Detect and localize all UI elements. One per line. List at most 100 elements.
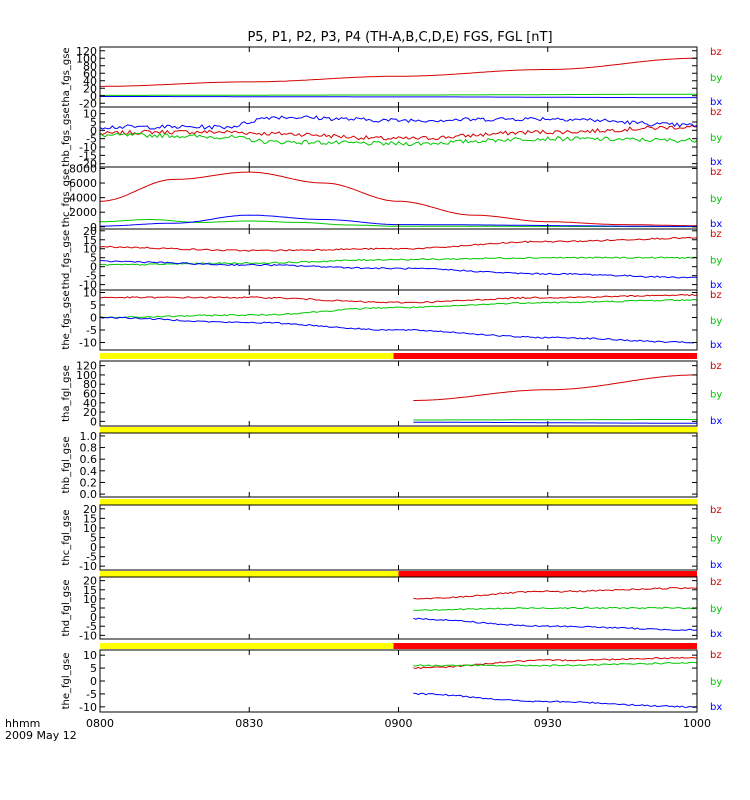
legend-by: by: [710, 194, 722, 205]
series-line-by: [100, 93, 697, 96]
x-tick-label: 0900: [385, 717, 413, 730]
y-tick-label: 5: [90, 532, 97, 545]
y-tick-label: 20: [83, 225, 97, 238]
y-tick-label: 80: [83, 378, 97, 391]
y-tick-label: -5: [86, 133, 97, 146]
y-tick-label: 15: [83, 234, 97, 247]
x-tick-label: 0800: [86, 717, 114, 730]
legend-bz: bz: [710, 167, 722, 178]
legend-by: by: [710, 316, 722, 327]
x-axis: 0800 0830 0900 0930 1000: [86, 717, 711, 730]
y-tick-label: 60: [83, 67, 97, 80]
y-tick-label: 0: [90, 611, 97, 624]
legend-bz: bz: [710, 107, 722, 118]
y-axis-label: thd_fgs_gse: [61, 230, 72, 289]
y-tick-label: 15: [83, 584, 97, 597]
y-tick-label: -20: [79, 97, 97, 110]
y-tick-label: 8000: [69, 162, 97, 175]
y-tick-label: 80: [83, 60, 97, 73]
y-tick-label: 10: [83, 108, 97, 121]
y-tick-label: -20: [79, 158, 97, 171]
legend-bz: bz: [710, 650, 722, 661]
y-tick-label: 100: [76, 52, 97, 65]
y-tick-label: 0: [90, 415, 97, 428]
y-tick-label: 0: [90, 221, 97, 234]
x-tick-label: 0830: [235, 717, 263, 730]
y-axis-label: thb_fgl_gse: [61, 437, 72, 494]
legend-by: by: [710, 133, 722, 144]
status-bar-yellow: [100, 427, 697, 433]
y-tick-label: 15: [83, 512, 97, 525]
panel-frame: [99, 166, 698, 230]
series-line-bx: [100, 96, 697, 99]
series-line-bx: [100, 316, 697, 344]
legend-by: by: [710, 534, 722, 545]
series-line-bx: [413, 692, 697, 709]
series-line-bz: [100, 293, 697, 304]
panel-series: [413, 374, 697, 424]
series-line-bx: [100, 260, 697, 279]
status-bar-yellow: [100, 643, 394, 649]
y-tick-label: 100: [76, 369, 97, 382]
legend-bz: bz: [710, 505, 722, 516]
legend-bx: bx: [710, 702, 722, 713]
y-tick-label: -5: [86, 620, 97, 633]
legend-bz: bz: [710, 577, 722, 588]
y-tick-label: 5: [90, 252, 97, 265]
legend-bx: bx: [710, 280, 722, 291]
y-tick-label: 40: [83, 75, 97, 88]
y-tick-label: 120: [76, 360, 97, 373]
y-tick-label: 5: [90, 299, 97, 312]
series-line-bx: [413, 421, 697, 424]
legend-bx: bx: [710, 416, 722, 427]
panel-frame: [99, 360, 698, 427]
y-tick-label: 0.8: [80, 442, 98, 455]
y-tick-label: 2000: [69, 206, 97, 219]
series-line-bz: [413, 587, 697, 600]
footer-hhmm: hhmm: [5, 717, 40, 730]
legend-bz: bz: [710, 47, 722, 58]
y-tick-label: 0: [90, 312, 97, 325]
panel-series: [413, 656, 697, 709]
status-bar-red: [393, 353, 697, 359]
y-tick-label: 60: [83, 388, 97, 401]
y-axis-label: the_fgs_gse: [61, 290, 72, 349]
status-bar-red: [393, 643, 697, 649]
y-tick-label: 0: [90, 541, 97, 554]
y-tick-label: 5: [90, 602, 97, 615]
series-line-bz: [100, 236, 697, 252]
status-bar-yellow: [100, 571, 399, 577]
y-tick-label: 4000: [69, 192, 97, 205]
series-line-by: [100, 298, 697, 319]
y-tick-label: 20: [83, 406, 97, 419]
panel-series: [100, 293, 697, 344]
legend-bx: bx: [710, 629, 722, 640]
panel-series: [100, 57, 697, 99]
panel-series: [100, 236, 697, 279]
series-line-by: [100, 132, 697, 146]
y-tick-label: 0.2: [80, 476, 98, 489]
y-tick-label: -10: [79, 629, 97, 642]
y-tick-label: 10: [83, 243, 97, 256]
y-tick-label: 40: [83, 397, 97, 410]
y-tick-label: -5: [86, 551, 97, 564]
y-tick-label: -10: [79, 337, 97, 350]
series-line-bz: [100, 171, 697, 227]
panel-frame: [99, 432, 698, 498]
panel-frame: [99, 289, 698, 351]
legend-bz: bz: [710, 290, 722, 301]
legend-bx: bx: [710, 157, 722, 168]
y-tick-label: 20: [83, 575, 97, 588]
y-axis-label: tha_fgs_gse: [61, 47, 72, 106]
footer-date: 2009 May 12: [5, 729, 77, 742]
y-tick-label: 10: [83, 593, 97, 606]
series-line-by: [413, 606, 697, 611]
